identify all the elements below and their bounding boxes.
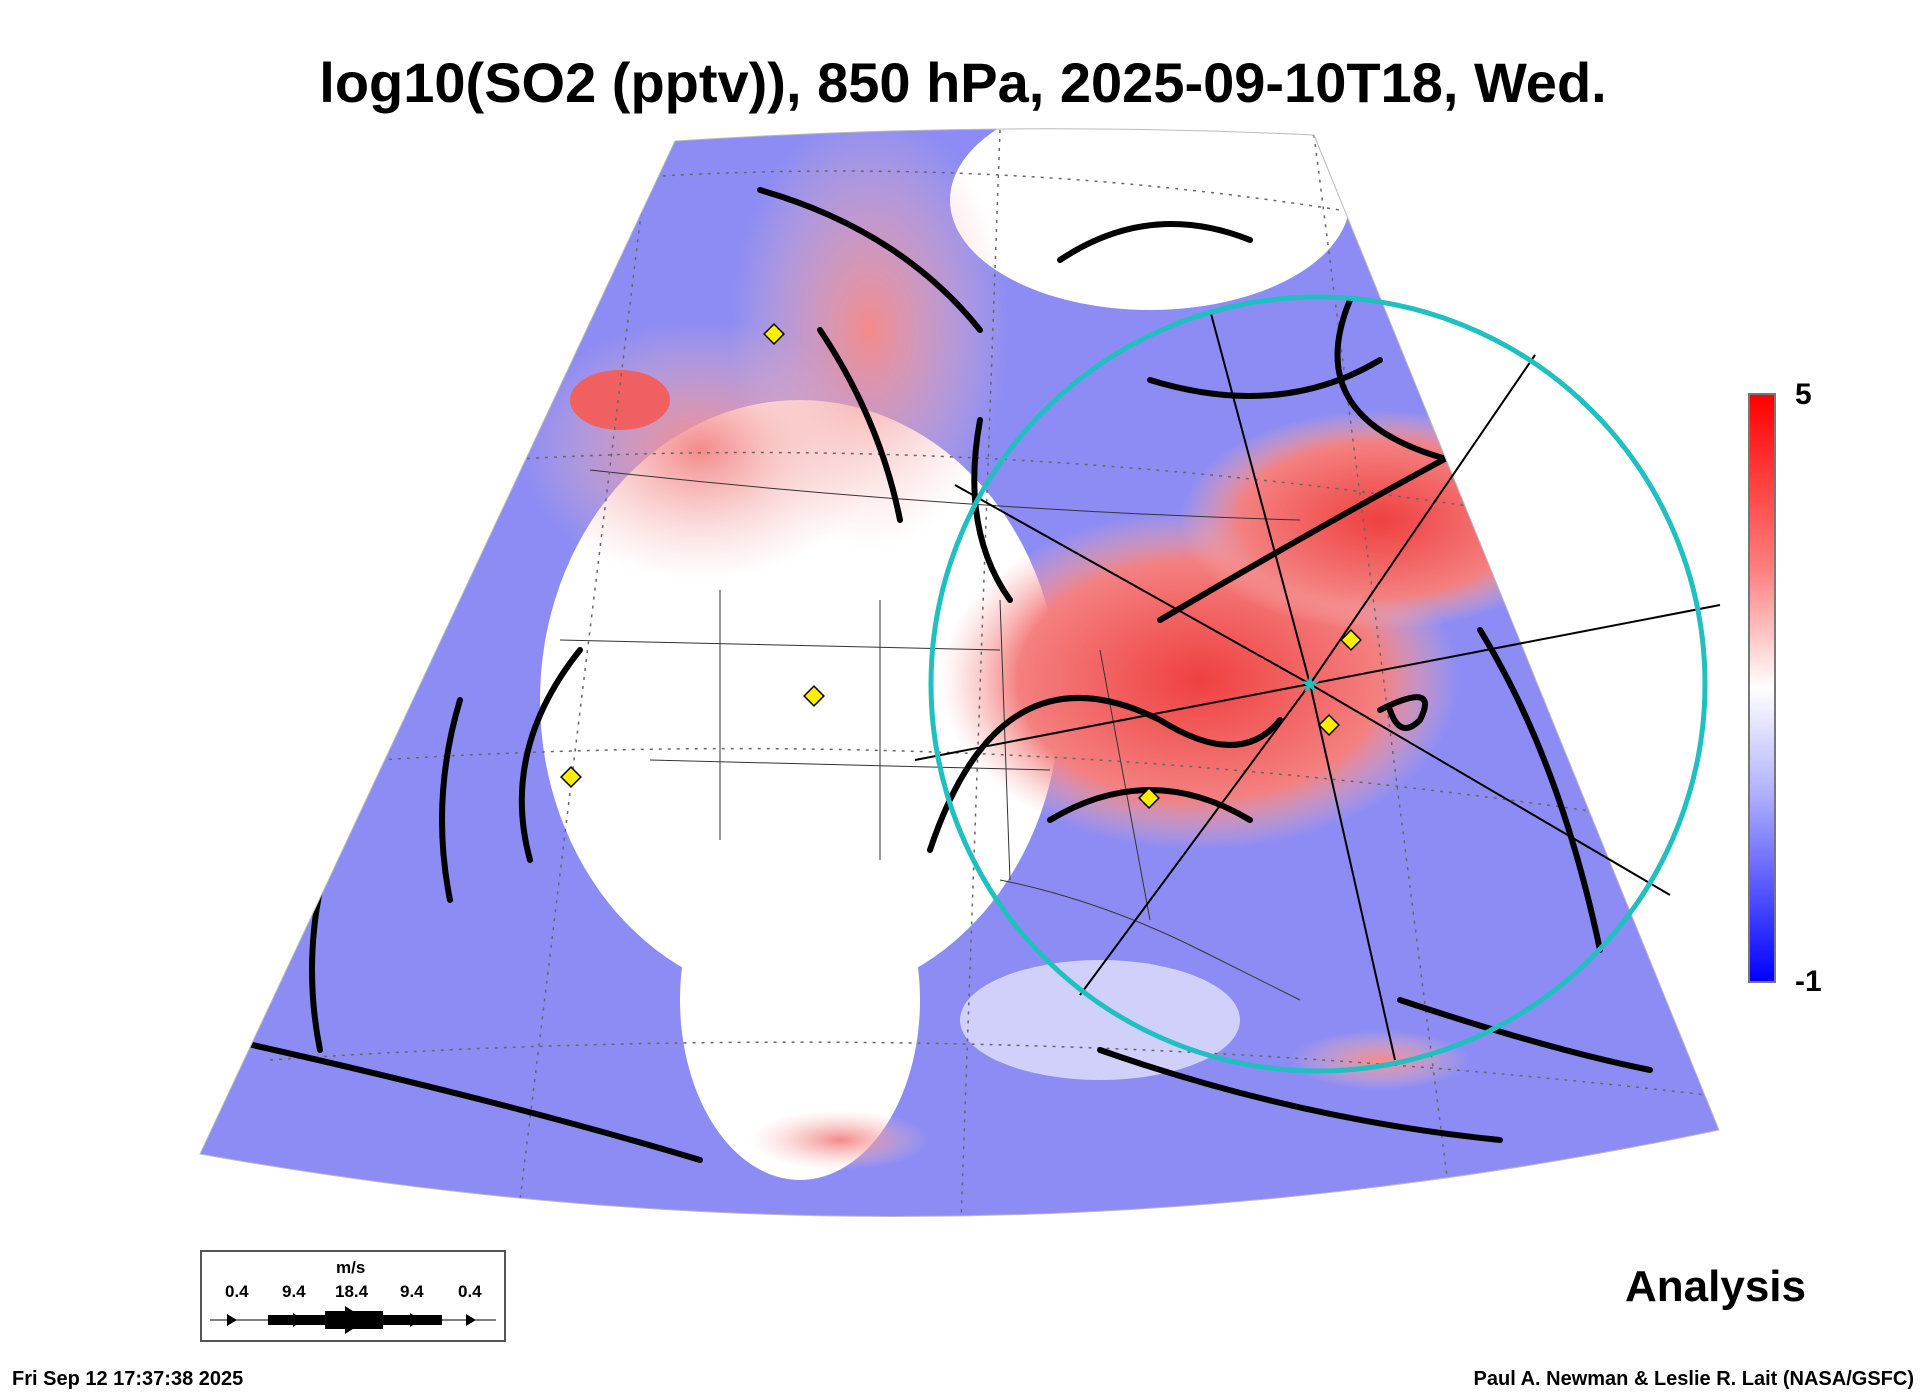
wind-label: 9.4 <box>400 1282 424 1301</box>
wind-label: 18.4 <box>335 1282 369 1301</box>
footer-credit: Paul A. Newman & Leslie R. Lait (NASA/GS… <box>1473 1368 1914 1390</box>
range-circle <box>928 294 1708 1074</box>
wind-legend: m/s 0.4 9.4 18.4 9.4 0.4 <box>200 1250 506 1342</box>
colorbar-max-label: 5 <box>1795 378 1812 411</box>
wind-label: 0.4 <box>225 1282 249 1301</box>
wind-units: m/s <box>336 1258 366 1277</box>
trajectory-lines <box>914 309 1721 1061</box>
site-markers <box>560 323 1362 809</box>
wind-arrow-scale <box>210 1306 496 1334</box>
origin-star-icon: ★ <box>1299 671 1321 698</box>
colorbar-min-label: -1 <box>1795 965 1822 998</box>
wind-label: 9.4 <box>282 1282 306 1301</box>
site-marker <box>1340 629 1362 651</box>
wind-label: 0.4 <box>458 1282 482 1301</box>
site-marker <box>1138 787 1160 809</box>
site-marker <box>803 685 825 707</box>
site-marker <box>763 323 785 345</box>
site-marker <box>560 766 582 788</box>
field-layer <box>200 128 1719 1217</box>
map-boundary <box>199 128 1720 1217</box>
footer-timestamp: Fri Sep 12 17:37:38 2025 <box>12 1368 244 1390</box>
site-marker <box>1318 714 1340 736</box>
colorbar <box>1748 393 1776 983</box>
product-label: Analysis <box>1625 1262 1806 1311</box>
chart-title: log10(SO2 (pptv)), 850 hPa, 2025-09-10T1… <box>319 51 1607 114</box>
